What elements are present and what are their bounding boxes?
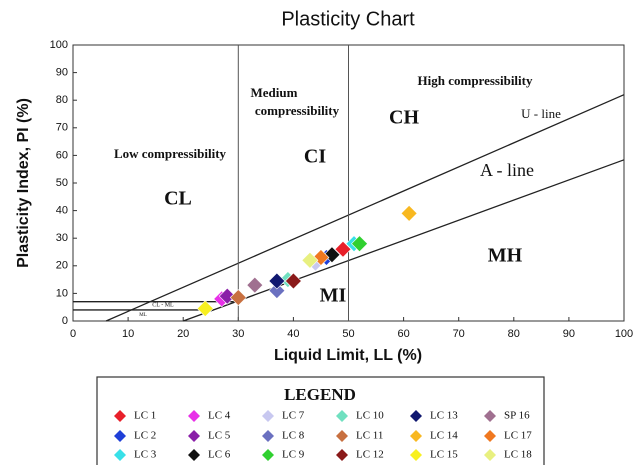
y-tick-label: 40 — [56, 205, 68, 217]
legend-marker — [336, 410, 348, 422]
legend-marker — [410, 430, 422, 442]
y-tick-label: 80 — [56, 94, 68, 106]
annotation: compressibility — [255, 103, 340, 118]
x-tick-label: 40 — [287, 328, 299, 340]
legend-label: LC 17 — [504, 430, 532, 442]
y-tick-label: 100 — [50, 39, 68, 51]
point — [301, 251, 319, 269]
annotation: Medium — [251, 85, 298, 100]
legend-label: LC 7 — [282, 410, 305, 422]
point — [196, 300, 214, 318]
legend-marker — [262, 430, 274, 442]
point — [229, 289, 247, 306]
legend-label: SP 16 — [504, 410, 530, 422]
point — [268, 272, 286, 290]
legend-marker — [336, 449, 348, 461]
legend-marker — [188, 449, 200, 461]
x-tick-label: 90 — [563, 328, 575, 340]
y-tick-label: 60 — [56, 149, 68, 161]
legend-label: LC 12 — [356, 449, 384, 461]
legend-label: LC 5 — [208, 430, 231, 442]
annotation: ML — [139, 313, 147, 318]
legend-label: LC 15 — [430, 449, 458, 461]
annotation: A - line — [480, 160, 534, 180]
y-tick-label: 30 — [56, 232, 68, 244]
point — [323, 246, 341, 264]
x-tick-label: 10 — [122, 328, 134, 340]
x-tick-label: 50 — [342, 328, 354, 340]
legend-label: LC 11 — [356, 430, 383, 442]
annotation: MH — [488, 245, 523, 267]
annotation: U - line — [521, 106, 561, 121]
x-tick-label: 0 — [70, 328, 76, 340]
annotation: Low compressibility — [114, 146, 227, 161]
y-tick-label: 70 — [56, 122, 68, 134]
annotation: CL — [164, 188, 192, 210]
legend-marker — [262, 410, 274, 422]
legend-title: LEGEND — [284, 385, 356, 404]
legend-marker — [410, 410, 422, 422]
legend-label: LC 3 — [134, 449, 157, 461]
legend-marker — [188, 430, 200, 442]
legend-marker — [484, 449, 496, 461]
legend-label: LC 10 — [356, 410, 384, 422]
x-tick-label: 80 — [508, 328, 520, 340]
annotation: MI — [320, 285, 347, 307]
legend-label: LC 9 — [282, 449, 305, 461]
x-tick-label: 20 — [177, 328, 189, 340]
reference-line — [182, 159, 625, 322]
annotation: CH — [389, 107, 419, 129]
x-tick-label: 100 — [615, 328, 633, 340]
y-tick-label: 90 — [56, 67, 68, 79]
point — [351, 235, 368, 253]
legend-marker — [410, 449, 422, 461]
legend-marker — [484, 430, 496, 442]
point — [284, 272, 302, 290]
point — [334, 240, 352, 258]
legend-box — [96, 376, 545, 465]
point — [246, 276, 264, 294]
x-axis-label: Liquid Limit, LL (%) — [274, 347, 422, 364]
y-tick-label: 50 — [56, 177, 68, 189]
annotation: High compressibility — [418, 73, 533, 88]
legend-marker — [114, 430, 126, 442]
x-tick-label: 60 — [397, 328, 409, 340]
legend-marker — [188, 410, 200, 422]
reference-line — [105, 94, 625, 322]
chart-title: Plasticity Chart — [281, 8, 415, 30]
legend-label: LC 2 — [134, 430, 156, 442]
legend-marker — [336, 430, 348, 442]
y-tick-label: 20 — [56, 260, 68, 272]
legend-label: LC 8 — [282, 430, 305, 442]
point — [218, 287, 236, 305]
x-tick-label: 30 — [232, 328, 244, 340]
annotation: CI — [304, 146, 326, 168]
point — [268, 282, 286, 300]
legend-marker — [262, 449, 274, 461]
legend-marker — [484, 410, 496, 422]
point — [400, 204, 418, 222]
legend-label: LC 4 — [208, 410, 231, 422]
legend-label: LC 1 — [134, 410, 156, 422]
y-tick-label: 0 — [62, 315, 68, 327]
legend-marker — [114, 449, 126, 461]
annotation: CL - ML — [152, 302, 174, 308]
legend-label: LC 18 — [504, 449, 532, 461]
y-axis-label: Plasticity Index, PI (%) — [15, 98, 32, 268]
x-tick-label: 70 — [453, 328, 465, 340]
legend-label: LC 6 — [208, 449, 231, 461]
legend-label: LC 14 — [430, 430, 458, 442]
legend-label: LC 13 — [430, 410, 458, 422]
legend-marker — [114, 410, 126, 422]
y-tick-label: 10 — [56, 287, 68, 299]
